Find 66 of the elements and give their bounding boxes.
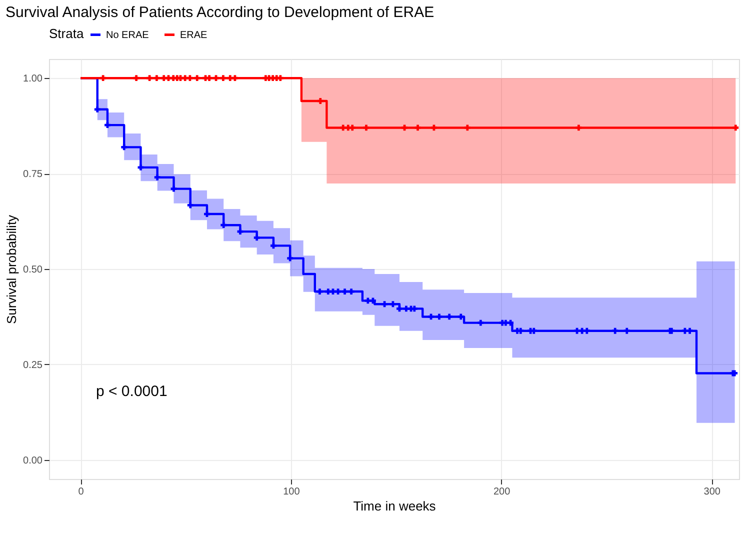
point xyxy=(414,124,421,131)
point xyxy=(316,288,323,294)
point xyxy=(317,98,324,104)
x-tick-label: 200 xyxy=(493,486,511,498)
y-tick-label: 0.75 xyxy=(23,169,43,180)
point xyxy=(382,301,388,308)
point xyxy=(624,328,630,334)
y-tick-label: 0.50 xyxy=(23,264,43,276)
point xyxy=(194,75,200,82)
point xyxy=(170,186,177,192)
point xyxy=(396,306,402,312)
point xyxy=(436,314,442,320)
point xyxy=(458,314,464,320)
point xyxy=(270,242,276,249)
point xyxy=(576,124,582,131)
legend-label: ERAE xyxy=(180,30,208,41)
point xyxy=(464,124,470,131)
point xyxy=(154,174,160,180)
point xyxy=(508,320,514,326)
y-axis-title: Survival probability xyxy=(4,214,20,324)
chart-title: Survival Analysis of Patients According to Development of ERAE xyxy=(6,4,434,21)
annotation: p < 0.0001 xyxy=(96,382,168,400)
x-tick-label: 100 xyxy=(283,486,300,498)
point xyxy=(133,75,140,82)
point xyxy=(94,106,100,112)
y-tick-label: 0.00 xyxy=(23,455,43,466)
point xyxy=(232,75,238,82)
point xyxy=(428,314,434,320)
point xyxy=(431,124,437,131)
point xyxy=(227,75,234,82)
point xyxy=(686,328,693,334)
point xyxy=(370,298,376,304)
point xyxy=(237,228,244,235)
point xyxy=(348,288,354,294)
point xyxy=(732,124,739,131)
point xyxy=(154,75,160,82)
point xyxy=(206,75,212,82)
point xyxy=(100,75,106,82)
point xyxy=(254,234,260,241)
y-tick-label: 0.25 xyxy=(23,360,43,371)
point xyxy=(390,301,396,308)
point xyxy=(138,164,144,170)
point xyxy=(478,320,484,326)
point xyxy=(287,255,294,262)
x-tick-label: 300 xyxy=(704,486,721,498)
point xyxy=(220,222,227,228)
legend-title: Strata xyxy=(49,26,84,41)
point xyxy=(349,124,356,131)
point xyxy=(121,144,128,150)
point xyxy=(446,314,452,320)
point xyxy=(186,75,193,82)
point xyxy=(277,75,284,82)
point xyxy=(213,75,219,82)
x-tick-label: 0 xyxy=(78,486,84,498)
legend-label: No ERAE xyxy=(106,30,150,41)
x-axis-title: Time in weeks xyxy=(353,498,436,514)
point xyxy=(342,288,348,294)
point xyxy=(363,124,370,131)
point xyxy=(182,75,188,82)
point xyxy=(612,328,618,334)
point xyxy=(187,202,194,208)
point xyxy=(584,328,590,334)
y-tick-label: 1.00 xyxy=(23,74,43,85)
point xyxy=(402,124,408,131)
point xyxy=(220,75,226,82)
point xyxy=(146,75,153,82)
